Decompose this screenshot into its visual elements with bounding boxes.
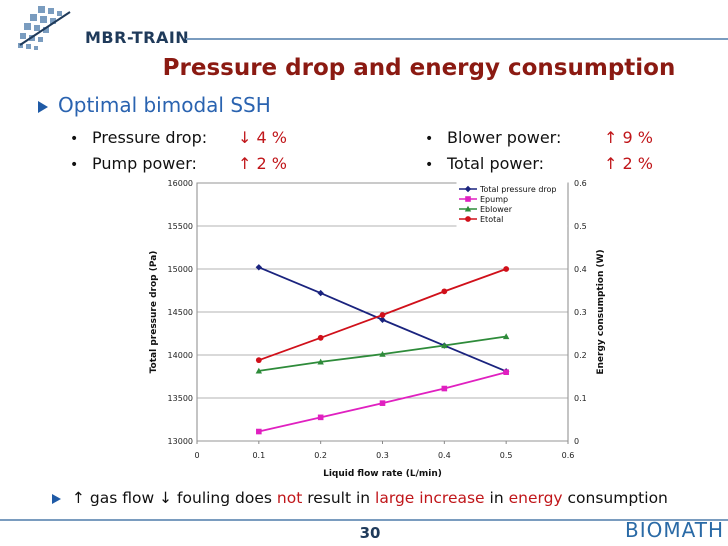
y2-tick-label: 0.2 bbox=[574, 351, 587, 360]
y-tick-label: 15000 bbox=[168, 265, 193, 274]
conclusion-result: result in bbox=[302, 489, 376, 507]
data-point-eblower bbox=[379, 350, 386, 357]
logo-text: MBR-TRAIN bbox=[85, 28, 190, 47]
blower-power-label: Blower power: bbox=[447, 128, 562, 147]
data-point-eblower bbox=[441, 342, 448, 349]
slide-title: Pressure drop and energy consumption bbox=[162, 55, 676, 81]
y2-tick-label: 0.1 bbox=[574, 394, 587, 403]
pressure-drop-value: ↓ 4 % bbox=[238, 128, 287, 147]
x-tick-label: 0.1 bbox=[252, 451, 265, 460]
data-point-epump bbox=[317, 414, 324, 421]
legend-marker bbox=[465, 216, 471, 222]
legend-marker bbox=[465, 196, 471, 202]
conclusion-gas: gas flow bbox=[85, 489, 160, 507]
legend-label: Eblower bbox=[480, 205, 513, 214]
series-line-total-pressure-drop bbox=[258, 266, 507, 373]
data-point-total-pressure-drop bbox=[255, 264, 263, 271]
conclusion-consumption: consumption bbox=[562, 489, 668, 507]
y2-tick-label: 0.5 bbox=[574, 222, 587, 231]
data-point-total-pressure-drop bbox=[441, 342, 448, 349]
y2-tick-label: 0.4 bbox=[574, 265, 587, 274]
legend-box bbox=[456, 182, 568, 228]
y2-tick-label: 0 bbox=[574, 437, 579, 446]
section-bullet-icon bbox=[38, 101, 48, 113]
conclusion-energy: energy bbox=[508, 489, 563, 507]
mbr-train-logo bbox=[18, 6, 71, 50]
legend-marker bbox=[464, 205, 472, 212]
y-tick-label: 15500 bbox=[168, 222, 193, 231]
x-tick-label: 0.6 bbox=[562, 451, 575, 460]
x-axis-label: Liquid flow rate (L/min) bbox=[323, 469, 442, 479]
y-axis-label: Total pressure drop (Pa) bbox=[149, 251, 159, 374]
data-point-etotal bbox=[441, 288, 448, 295]
data-point-eblower bbox=[502, 333, 510, 340]
legend-label: Etotal bbox=[480, 215, 503, 224]
data-point-epump bbox=[256, 428, 262, 435]
data-point-epump bbox=[379, 400, 386, 406]
legend-label: Epump bbox=[480, 195, 508, 204]
y-tick-label: 14500 bbox=[168, 308, 193, 317]
legend-label: Total pressure drop bbox=[479, 185, 557, 194]
total-power-label: Total power: bbox=[447, 154, 545, 173]
data-point-total-pressure-drop bbox=[502, 368, 510, 375]
data-point-etotal bbox=[379, 312, 386, 318]
data-point-epump bbox=[503, 369, 509, 375]
series-line-eblower bbox=[258, 335, 507, 372]
bottom-divider bbox=[0, 519, 728, 521]
y-tick-label: 16000 bbox=[168, 179, 193, 188]
x-tick-label: 0.4 bbox=[438, 451, 451, 460]
blower-power-value: ↑ 9 % bbox=[604, 128, 653, 147]
up-arrow: ↑ bbox=[72, 489, 85, 507]
data-point-epump bbox=[441, 385, 448, 392]
data-point-etotal bbox=[317, 334, 324, 341]
series-line-epump bbox=[258, 371, 507, 433]
total-power-value: ↑ 2 % bbox=[604, 154, 653, 173]
data-point-etotal bbox=[255, 357, 262, 364]
pressure-drop-label: Pressure drop: bbox=[92, 128, 208, 147]
conclusion-bullet-icon bbox=[52, 494, 61, 504]
pump-power-value: ↑ 2 % bbox=[238, 154, 287, 173]
bullet-dot-icon: • bbox=[70, 157, 79, 173]
y-tick-label: 13500 bbox=[168, 394, 193, 403]
data-point-total-pressure-drop bbox=[379, 316, 386, 323]
down-arrow: ↓ bbox=[159, 489, 173, 507]
x-tick-label: 0.3 bbox=[376, 451, 389, 460]
bullet-dot-icon: • bbox=[70, 131, 79, 147]
legend-marker bbox=[464, 185, 472, 193]
bullet-dot-icon: • bbox=[425, 131, 434, 147]
conclusion-text: ↑ gas flow ↓ fouling does not result in … bbox=[72, 489, 668, 507]
x-tick-label: 0 bbox=[194, 451, 199, 460]
y2-tick-label: 0.3 bbox=[574, 308, 587, 317]
section-heading: Optimal bimodal SSH bbox=[58, 93, 271, 117]
x-tick-label: 0.5 bbox=[500, 451, 513, 460]
conclusion-in: in bbox=[484, 489, 509, 507]
y2-tick-label: 0.6 bbox=[574, 179, 587, 188]
biomath-logo: BIOMATH bbox=[625, 518, 725, 542]
top-divider bbox=[186, 38, 728, 40]
series-line-etotal bbox=[258, 268, 507, 362]
data-point-etotal bbox=[503, 266, 510, 272]
y-tick-label: 14000 bbox=[168, 351, 193, 360]
x-tick-label: 0.2 bbox=[314, 451, 327, 460]
conclusion-fouling: fouling does bbox=[172, 489, 277, 507]
conclusion-large-increase: large increase bbox=[375, 489, 485, 507]
y2-axis-label: Energy consumption (W) bbox=[596, 249, 606, 374]
plot-area bbox=[196, 182, 569, 442]
data-point-total-pressure-drop bbox=[317, 289, 324, 297]
conclusion-not: not bbox=[276, 489, 303, 507]
data-point-eblower bbox=[317, 358, 324, 365]
bullet-dot-icon: • bbox=[425, 157, 434, 173]
pump-power-label: Pump power: bbox=[92, 154, 197, 173]
page-number: 30 bbox=[359, 524, 381, 542]
y-tick-label: 13000 bbox=[168, 437, 193, 446]
data-point-eblower bbox=[255, 367, 263, 374]
